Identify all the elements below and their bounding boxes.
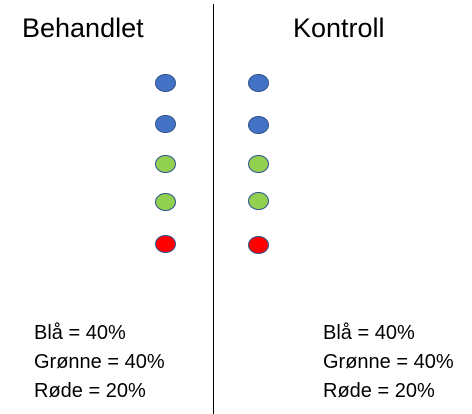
group-divider-line	[213, 4, 214, 414]
control-dot-red-1	[248, 236, 269, 254]
control-stat-red: Røde = 20%	[323, 380, 435, 402]
control-dot-green-1	[248, 155, 269, 173]
treated-dot-red-1	[155, 235, 176, 253]
treated-dot-green-2	[155, 193, 176, 211]
treated-dot-blue-2	[155, 115, 176, 133]
treated-dot-green-1	[155, 155, 176, 173]
treated-stat-red: Røde = 20%	[34, 380, 146, 402]
treated-stat-green: Grønne = 40%	[34, 351, 165, 373]
treated-stats: Blå = 40% Grønne = 40% Røde = 20%	[34, 319, 165, 406]
control-dot-blue-1	[248, 74, 269, 92]
treated-stat-blue: Blå = 40%	[34, 322, 126, 344]
control-dot-green-2	[248, 192, 269, 210]
control-stats: Blå = 40% Grønne = 40% Røde = 20%	[323, 319, 454, 406]
control-stat-blue: Blå = 40%	[323, 322, 415, 344]
treated-dot-blue-1	[155, 74, 176, 92]
treated-group-title: Behandlet	[22, 13, 144, 43]
control-stat-green: Grønne = 40%	[323, 351, 454, 373]
control-group-title: Kontroll	[293, 13, 385, 43]
control-dot-blue-2	[248, 116, 269, 134]
